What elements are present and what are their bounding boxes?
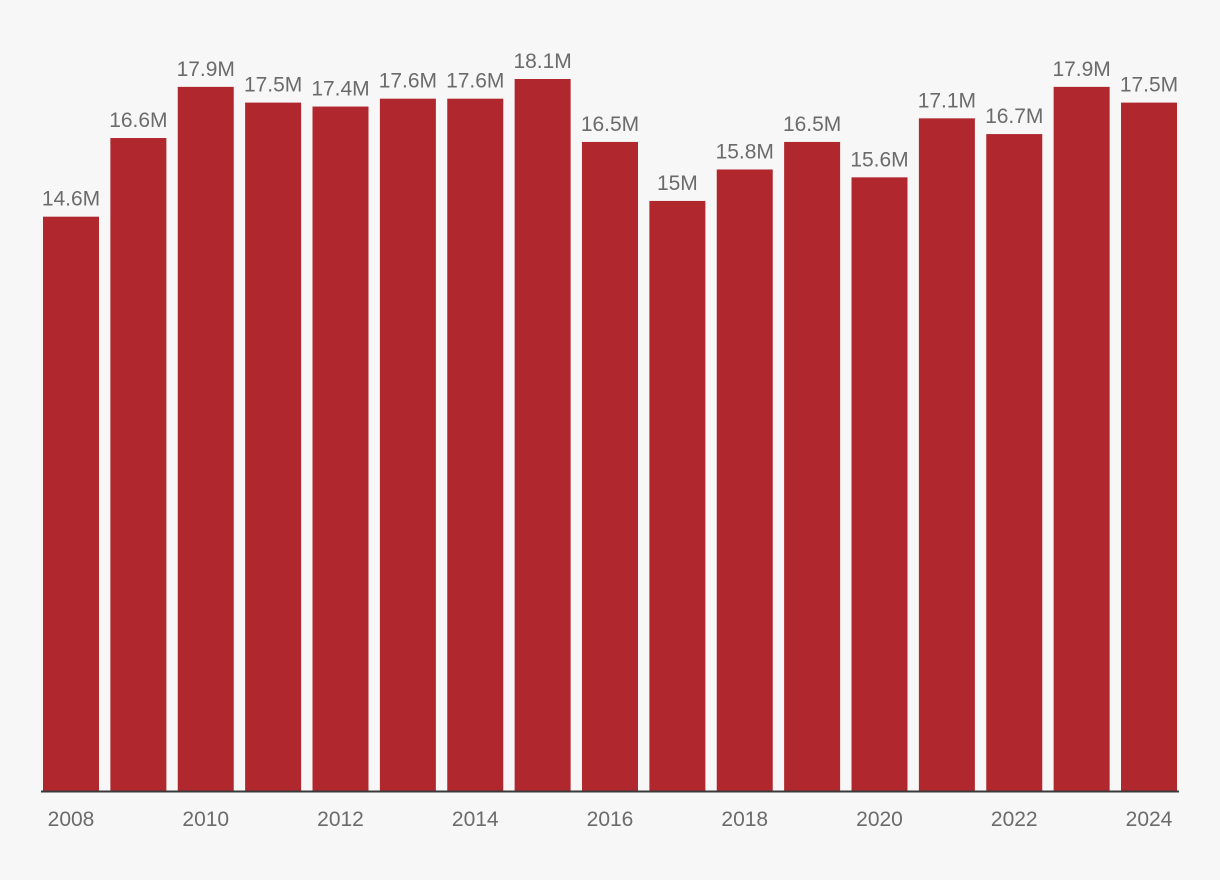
bar-2022 bbox=[986, 134, 1043, 791]
value-label-2009: 16.6M bbox=[109, 109, 167, 132]
x-tick-2020: 2020 bbox=[856, 808, 903, 831]
value-label-2015: 18.1M bbox=[513, 50, 571, 73]
value-label-2020: 15.6M bbox=[850, 148, 908, 171]
x-tick-2022: 2022 bbox=[991, 808, 1038, 831]
bar-2023 bbox=[1053, 86, 1110, 792]
value-labels-layer: 14.6M 16.6M 17.9M 17.5M 17.4M 17.6M 17.6M 18.1M… bbox=[42, 50, 1178, 211]
bar-2021 bbox=[918, 118, 975, 792]
value-label-2017: 15M bbox=[657, 172, 698, 195]
x-tick-2016: 2016 bbox=[587, 808, 634, 831]
x-tick-2018: 2018 bbox=[721, 808, 768, 831]
value-label-2022: 16.7M bbox=[985, 105, 1043, 128]
bar-2016 bbox=[582, 141, 638, 791]
value-label-2013: 17.6M bbox=[379, 70, 437, 93]
value-label-2014: 17.6M bbox=[446, 70, 504, 93]
bar-2024 bbox=[1121, 102, 1177, 792]
bar-2011 bbox=[245, 102, 302, 792]
x-tick-2010: 2010 bbox=[182, 808, 229, 831]
bar-2020 bbox=[851, 177, 908, 792]
x-tick-2014: 2014 bbox=[452, 808, 499, 831]
x-tick-2008: 2008 bbox=[48, 808, 95, 831]
bar-2009 bbox=[110, 138, 167, 791]
bar-2008 bbox=[43, 216, 99, 791]
bar-2014 bbox=[447, 98, 504, 792]
x-tick-2012: 2012 bbox=[317, 808, 364, 831]
x-tick-labels: 2008 2010 2012 2014 2016 2018 2020 2022 2024 bbox=[48, 808, 1173, 831]
value-label-2012: 17.4M bbox=[311, 78, 369, 101]
bar-2017 bbox=[649, 200, 706, 791]
value-label-2018: 15.8M bbox=[716, 140, 774, 163]
value-label-2008: 14.6M bbox=[42, 188, 100, 211]
value-label-2021: 17.1M bbox=[918, 89, 976, 112]
value-label-2024: 17.5M bbox=[1120, 74, 1178, 97]
bar-2019 bbox=[784, 141, 841, 791]
x-tick-2024: 2024 bbox=[1126, 808, 1173, 831]
bar-2018 bbox=[716, 169, 773, 792]
bar-2013 bbox=[379, 98, 436, 792]
bars-layer bbox=[43, 79, 1177, 792]
value-label-2019: 16.5M bbox=[783, 113, 841, 136]
value-label-2023: 17.9M bbox=[1052, 58, 1110, 81]
bar-2012 bbox=[312, 106, 369, 792]
bar-2010 bbox=[177, 86, 234, 792]
value-label-2016: 16.5M bbox=[581, 113, 639, 136]
value-label-2010: 17.9M bbox=[177, 58, 235, 81]
value-label-2011: 17.5M bbox=[244, 74, 302, 97]
bar-2015 bbox=[514, 79, 571, 791]
